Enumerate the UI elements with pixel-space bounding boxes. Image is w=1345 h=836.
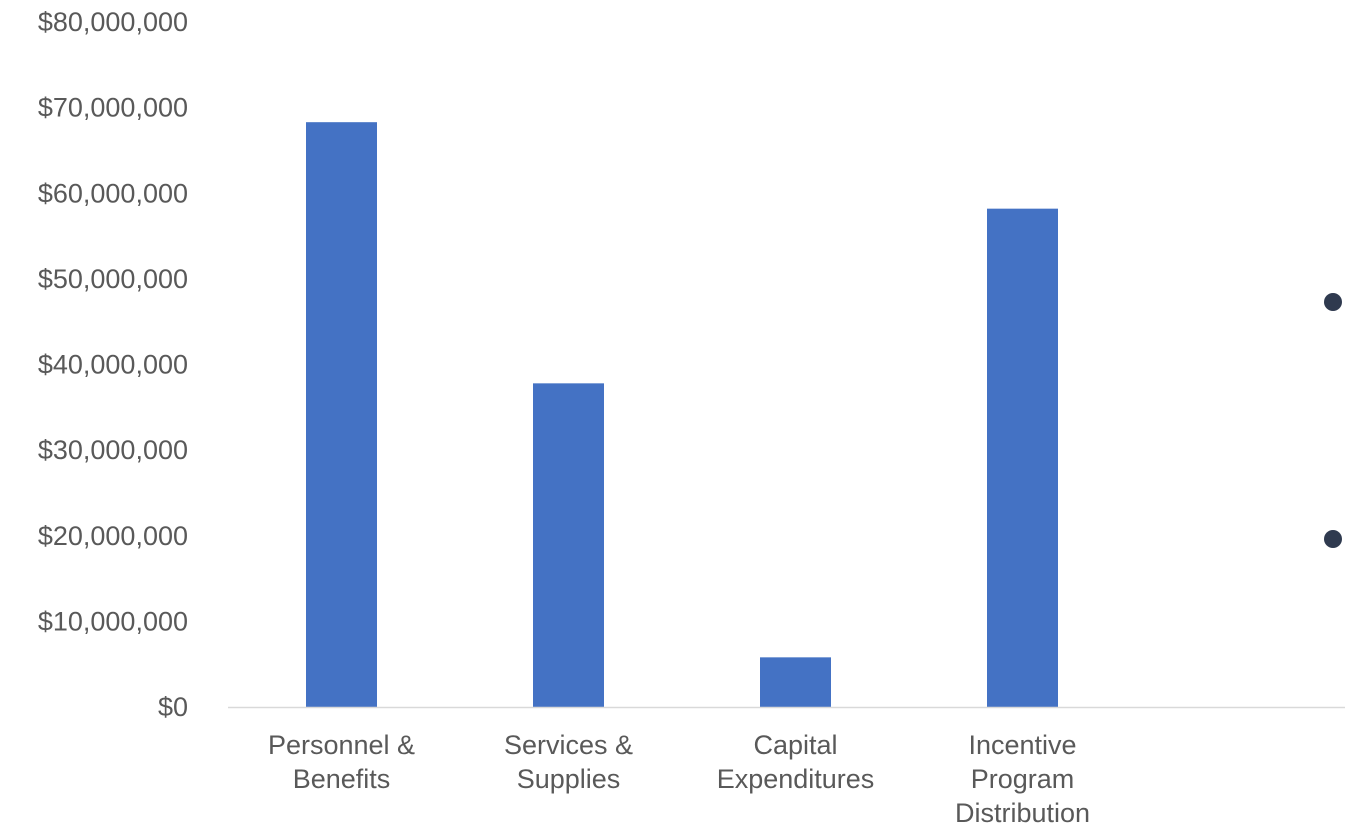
x-tick-label-line: Expenditures — [717, 764, 875, 794]
y-tick-label: $60,000,000 — [38, 178, 188, 208]
x-tick-label-line: Capital — [753, 730, 837, 760]
x-tick-label-line: Benefits — [293, 764, 391, 794]
bar — [533, 383, 604, 707]
x-tick-label-line: Services & — [504, 730, 633, 760]
x-tick-label-line: Personnel & — [268, 730, 415, 760]
x-tick-label-line: Distribution — [955, 798, 1090, 828]
bar-series — [306, 122, 1058, 707]
slide-bullets — [1324, 293, 1342, 548]
y-tick-label: $40,000,000 — [38, 350, 188, 380]
bar — [760, 657, 831, 707]
y-tick-label: $50,000,000 — [38, 264, 188, 294]
x-tick-label-line: Program — [971, 764, 1075, 794]
x-tick-label: Services & Supplies — [504, 730, 633, 794]
bullet-dot-icon — [1324, 530, 1342, 548]
x-tick-label: Personnel & Benefits — [268, 730, 415, 794]
y-tick-label: $20,000,000 — [38, 521, 188, 551]
x-tick-label-line: Supplies — [517, 764, 621, 794]
x-tick-label: Incentive Program Distribution — [955, 730, 1090, 828]
x-axis-category-labels: Personnel & Benefits Services & Supplies Cap… — [268, 730, 1090, 828]
y-tick-label: $30,000,000 — [38, 435, 188, 465]
y-tick-label: $0 — [158, 692, 188, 722]
bullet-dot-icon — [1324, 293, 1342, 311]
y-tick-label: $10,000,000 — [38, 606, 188, 636]
bar — [987, 208, 1058, 707]
y-tick-label: $80,000,000 — [38, 7, 188, 37]
x-tick-label-line: Incentive — [968, 730, 1076, 760]
x-tick-label: Capital Expenditures — [717, 730, 875, 794]
y-tick-label: $70,000,000 — [38, 93, 188, 123]
bar — [306, 122, 377, 707]
y-axis-tick-labels: $0 $10,000,000 $20,000,000 $30,000,000 $40,0… — [38, 7, 188, 722]
